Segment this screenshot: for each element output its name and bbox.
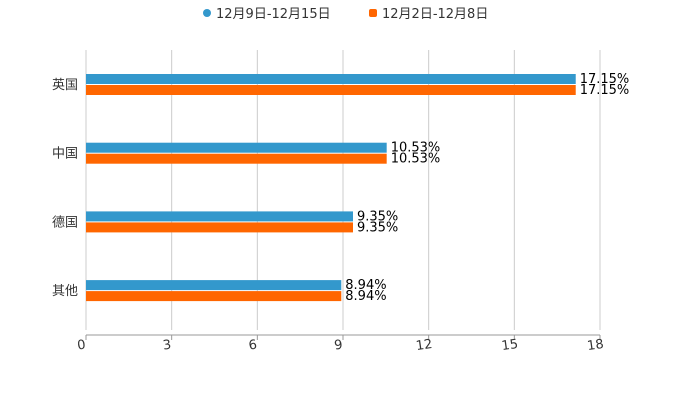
bar-week-dec2 [86,85,576,95]
x-tick-label: 0 [76,338,86,354]
legend-label: 12月9日-12月15日 [216,7,331,22]
category-label: 英国 [52,78,78,93]
legend-label: 12月2日-12月8日 [382,7,488,22]
x-tick-label: 15 [501,337,519,354]
data-label: 8.94% [345,289,386,304]
category-label: 德国 [52,215,78,230]
bar-week-dec9 [86,280,342,291]
bar-week-dec2 [86,222,353,233]
x-tick-label: 3 [162,338,172,354]
bar-week-dec9 [86,211,353,222]
category-label: 中国 [52,147,78,162]
data-label: 9.35% [357,209,398,224]
bar-week-dec9 [86,74,576,84]
x-tick-label: 6 [248,338,258,354]
data-label: 10.53% [391,152,441,167]
data-label: 17.15% [580,83,630,98]
legend-marker-dec2 [369,9,377,17]
bar-week-dec2 [86,291,342,302]
data-label: 17.15% [580,72,630,87]
bar-week-dec9 [86,142,387,153]
legend-marker-dec9 [203,9,211,17]
data-label: 9.35% [357,220,398,235]
category-label: 其他 [52,284,78,299]
bar-week-dec2 [86,153,387,164]
data-label: 10.53% [391,141,441,156]
data-label: 8.94% [345,278,386,293]
x-tick-label: 18 [586,337,604,354]
x-tick-label: 9 [333,338,343,354]
x-tick-label: 12 [415,337,433,354]
